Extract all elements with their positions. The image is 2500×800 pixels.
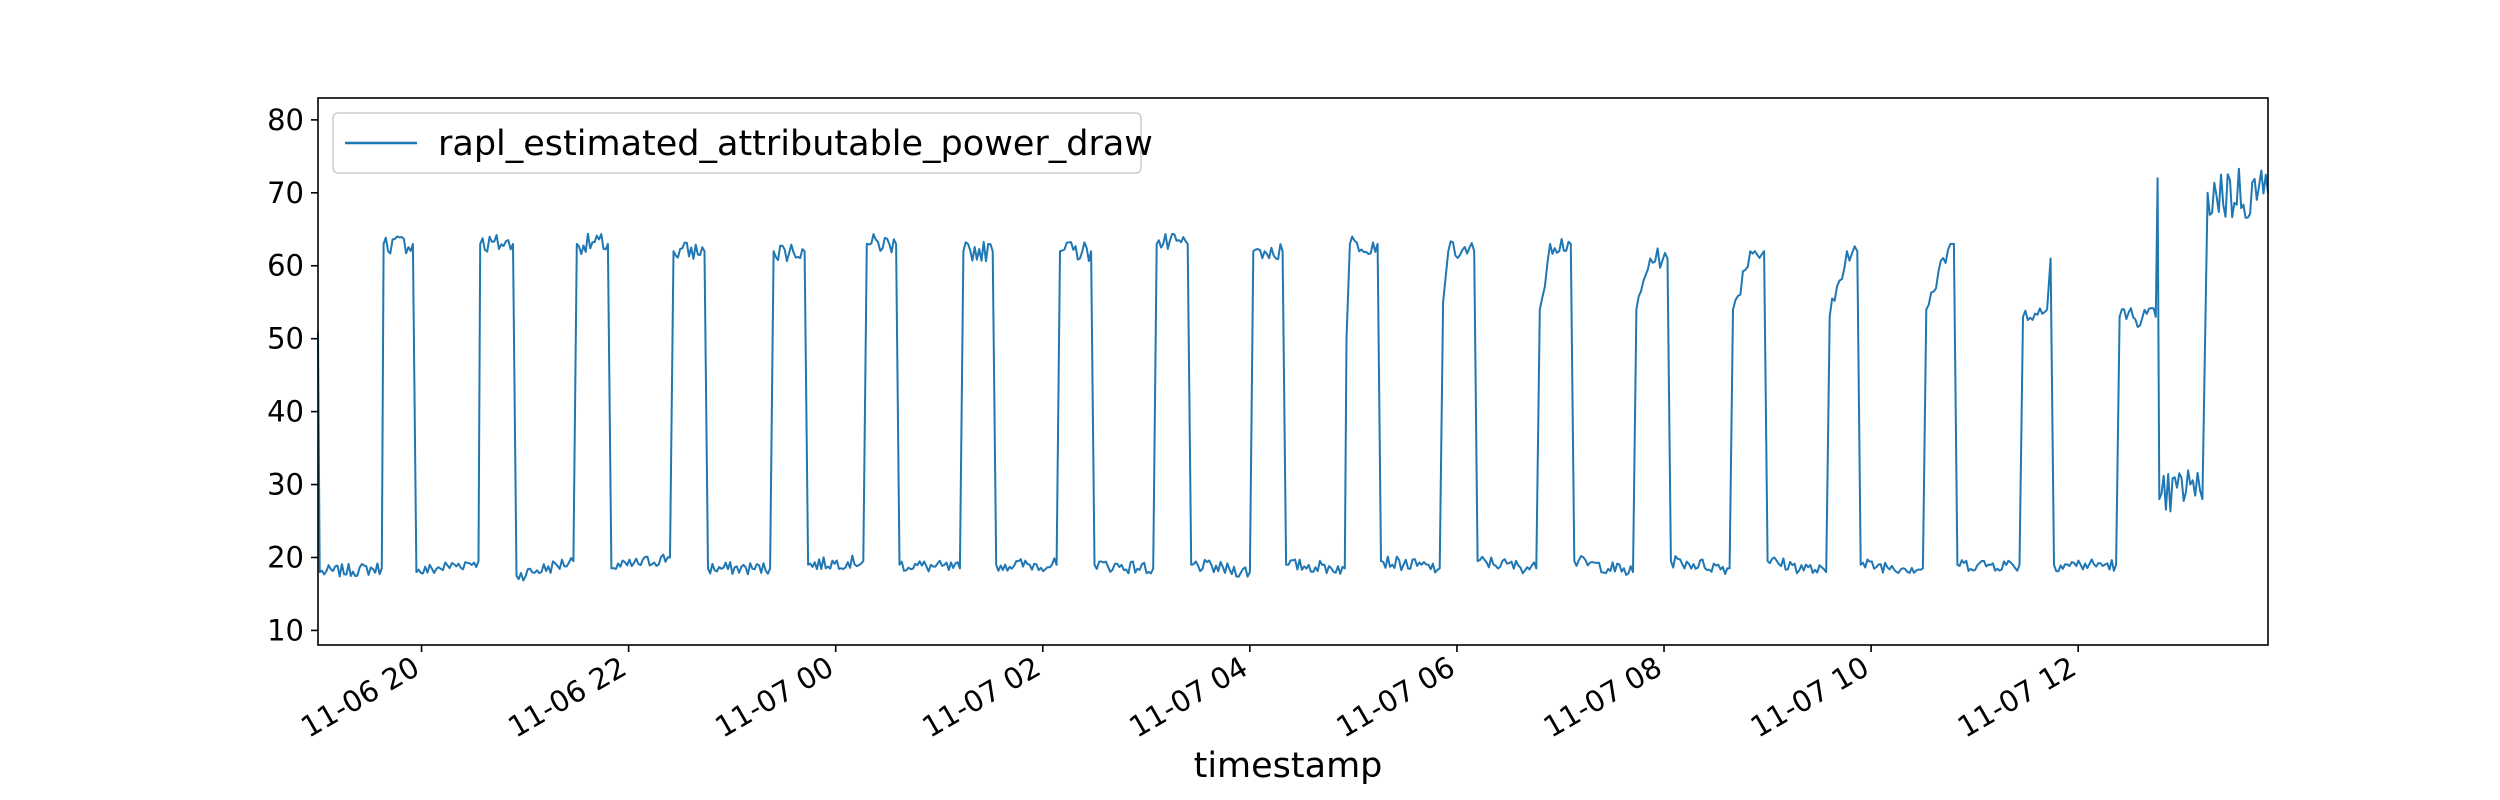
x-tick-label: 11-07 10	[1745, 650, 1875, 745]
x-tick-label: 11-06 22	[502, 650, 632, 745]
y-tick-label: 40	[267, 395, 304, 429]
legend-box	[332, 112, 1142, 174]
x-tick-label: 11-07 02	[916, 650, 1046, 745]
x-tick-label: 11-06 20	[295, 650, 425, 745]
x-tick-label: 11-07 06	[1331, 650, 1461, 745]
line-layer	[317, 167, 2269, 582]
series-line	[317, 167, 2269, 582]
axes-layer: 10 20 30 40 50 60 70 80 11-06 20 11-06 22 11-07 00…	[267, 97, 2269, 745]
x-tick-label: 11-07 08	[1538, 650, 1668, 745]
y-tick-label: 10	[267, 613, 304, 647]
x-tick-label: 11-07 00	[709, 650, 839, 745]
x-tick-label: 11-07 12	[1952, 650, 2082, 745]
y-tick-label: 20	[267, 540, 304, 574]
x-axis-title: timestamp	[1194, 746, 1383, 786]
legend-label: rapl_estimated_attributable_power_draw	[438, 124, 1153, 164]
legend: rapl_estimated_attributable_power_draw	[332, 112, 1153, 174]
y-tick-label: 30	[267, 468, 304, 502]
y-tick-label: 80	[267, 103, 304, 137]
y-tick-label: 70	[267, 176, 304, 210]
plot-frame	[317, 97, 2269, 646]
y-tick-label: 60	[267, 249, 304, 283]
y-tick-label: 50	[267, 322, 304, 356]
x-tick-label: 11-07 04	[1123, 650, 1253, 745]
